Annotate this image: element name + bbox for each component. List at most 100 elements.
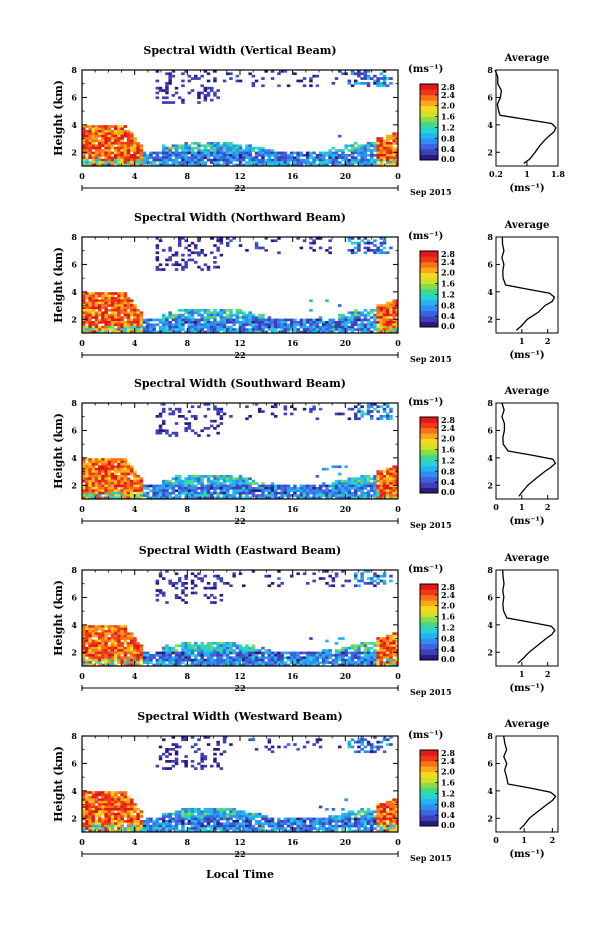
heatmap-cell bbox=[251, 644, 256, 648]
heatmap-cell bbox=[389, 309, 393, 312]
heatmap-cell bbox=[136, 475, 140, 478]
heatmap-cell bbox=[258, 154, 262, 157]
heatmap-cell bbox=[104, 491, 108, 495]
heatmap-cell bbox=[190, 161, 195, 164]
heatmap-cell bbox=[306, 330, 310, 333]
heatmap-cell bbox=[82, 824, 86, 828]
heatmap-cell bbox=[91, 460, 96, 464]
heatmap-cell bbox=[357, 328, 361, 331]
heatmap-cell bbox=[114, 803, 118, 806]
heatmap-cell bbox=[341, 316, 345, 319]
heatmap-cell bbox=[94, 808, 99, 811]
heatmap-cell bbox=[232, 651, 236, 655]
heatmap-cell bbox=[171, 658, 176, 662]
heatmap-cell bbox=[126, 822, 131, 826]
heatmap-cell bbox=[104, 158, 108, 162]
heatmap-cell bbox=[350, 144, 355, 148]
heatmap-cell bbox=[216, 491, 220, 495]
heatmap-cell bbox=[370, 156, 374, 160]
colorbar-tick-label: 0.4 bbox=[441, 311, 455, 321]
heatmap-cell bbox=[219, 321, 224, 324]
heatmap-cell bbox=[322, 151, 326, 155]
heatmap-cell bbox=[120, 309, 124, 312]
heatmap-cell bbox=[226, 144, 230, 148]
heatmap-cell bbox=[270, 663, 275, 666]
x-tick-label: 4 bbox=[132, 171, 138, 181]
heatmap-cell bbox=[382, 158, 387, 162]
heatmap-cell bbox=[104, 142, 108, 145]
heatmap-cell bbox=[126, 151, 131, 155]
heatmap-cell bbox=[126, 479, 131, 483]
heatmap-cell bbox=[174, 582, 179, 585]
heatmap-cell bbox=[187, 79, 192, 83]
heatmap-cell bbox=[181, 154, 185, 157]
heatmap-cell bbox=[114, 479, 118, 483]
heatmap-cell bbox=[389, 325, 393, 329]
heatmap-cell bbox=[229, 484, 233, 488]
heatmap-cell bbox=[117, 824, 121, 828]
heatmap-cell bbox=[98, 146, 102, 150]
heatmap-cell bbox=[334, 158, 339, 162]
heatmap-cell bbox=[248, 154, 252, 157]
heatmap-cell bbox=[376, 77, 380, 80]
heatmap-cell bbox=[91, 649, 96, 652]
heatmap-cell bbox=[130, 489, 134, 493]
heatmap-cell bbox=[120, 642, 124, 645]
heatmap-cell bbox=[379, 84, 384, 88]
heatmap-cell bbox=[357, 403, 361, 406]
heatmap-cell bbox=[101, 149, 105, 152]
heatmap-cell bbox=[104, 791, 108, 794]
heatmap-cell bbox=[98, 817, 102, 821]
heatmap-cell bbox=[382, 318, 387, 322]
heatmap-cell bbox=[267, 658, 272, 662]
heatmap-cell bbox=[290, 323, 294, 327]
heatmap-cell bbox=[104, 127, 108, 131]
heatmap-cell bbox=[312, 489, 316, 493]
heatmap-cell bbox=[178, 656, 182, 660]
heatmap-cell bbox=[245, 663, 249, 666]
heatmap-cell bbox=[216, 654, 220, 657]
heatmap-cell bbox=[347, 487, 352, 490]
heatmap-cell bbox=[120, 470, 124, 473]
heatmap-cell bbox=[395, 477, 398, 481]
heatmap-cell bbox=[210, 313, 214, 317]
heatmap-cell bbox=[110, 146, 115, 150]
heatmap-cell bbox=[331, 82, 336, 85]
heatmap-cell bbox=[120, 156, 124, 160]
heatmap-cell bbox=[104, 134, 108, 138]
heatmap-cell bbox=[82, 829, 86, 832]
heatmap-cell bbox=[136, 163, 140, 166]
colorbar-tick-label: 0.8 bbox=[441, 133, 455, 143]
heatmap-cell bbox=[242, 491, 246, 495]
heatmap-cell bbox=[350, 72, 355, 76]
heatmap-cell bbox=[107, 161, 112, 164]
heatmap-cell bbox=[392, 156, 396, 160]
heatmap-cell bbox=[274, 403, 278, 406]
heatmap-cell bbox=[261, 646, 265, 650]
heatmap-cell bbox=[165, 325, 169, 329]
heatmap-cell bbox=[325, 484, 329, 488]
heatmap-cell bbox=[117, 482, 121, 485]
heatmap-cell bbox=[142, 487, 147, 490]
heatmap-cell bbox=[216, 96, 220, 100]
heatmap-cell bbox=[162, 422, 166, 425]
heatmap-cell bbox=[235, 489, 240, 493]
heatmap-cell bbox=[392, 658, 396, 662]
heatmap-cell bbox=[174, 596, 179, 600]
heatmap-cell bbox=[354, 415, 358, 418]
heatmap-cell bbox=[293, 663, 297, 666]
heatmap-cell bbox=[232, 151, 236, 155]
heatmap-cell bbox=[357, 311, 361, 315]
heatmap-cell bbox=[392, 309, 396, 312]
heatmap-cell bbox=[194, 158, 198, 162]
heatmap-cell bbox=[325, 582, 329, 585]
heatmap-cell bbox=[136, 161, 140, 164]
heatmap-cell bbox=[360, 661, 364, 664]
heatmap-cell bbox=[360, 82, 364, 85]
heatmap-cell bbox=[274, 318, 278, 322]
heatmap-cell bbox=[101, 306, 105, 310]
heatmap-cell bbox=[373, 487, 377, 490]
heatmap-cell bbox=[290, 489, 294, 493]
heatmap-cell bbox=[242, 330, 246, 333]
heatmap-cell bbox=[94, 484, 99, 488]
